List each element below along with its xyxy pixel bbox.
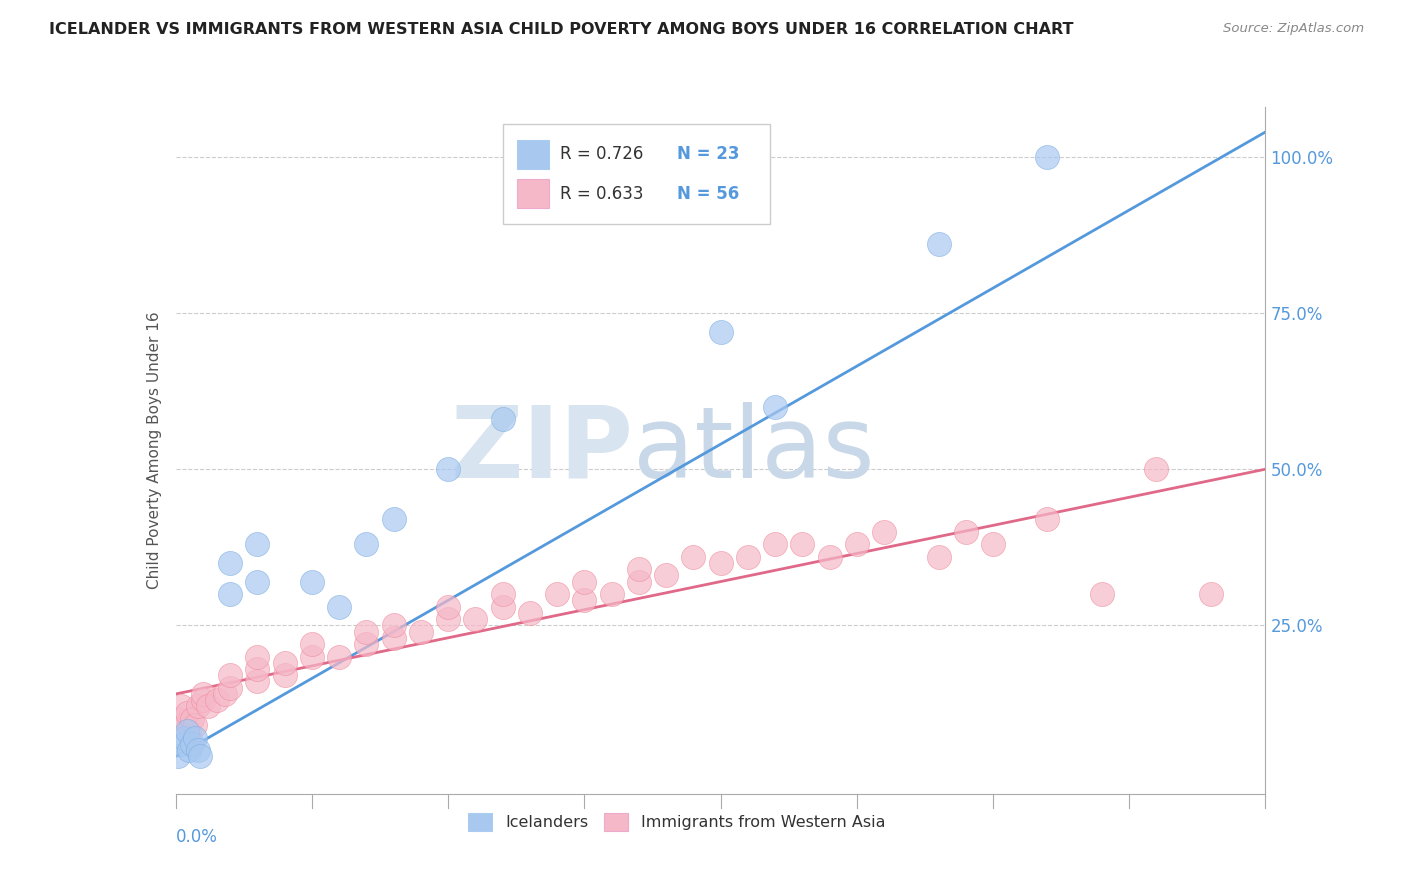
Point [167,712,190,726]
Point [188,749,211,764]
Point [955,524,977,539]
Point [627,574,650,589]
Text: atlas: atlas [633,402,875,499]
Text: ZIP: ZIP [450,402,633,499]
Point [173,731,195,745]
Point [246,649,269,664]
Point [191,687,214,701]
Point [655,568,678,582]
Point [170,699,193,714]
Point [176,724,198,739]
Point [792,537,814,551]
Point [1199,587,1222,601]
Point [627,562,650,576]
Point [191,693,214,707]
Point [301,637,323,651]
Point [246,537,269,551]
Point [179,743,201,757]
Point [382,631,405,645]
Point [437,612,460,626]
Point [382,618,405,632]
Point [246,674,269,689]
Point [546,587,568,601]
Point [845,537,868,551]
Point [356,624,378,639]
Text: R = 0.633: R = 0.633 [561,185,644,202]
Point [492,599,515,614]
Point [574,593,596,607]
Point [763,400,786,414]
Point [219,556,242,570]
Point [818,549,841,564]
Point [246,662,269,676]
Point [186,743,209,757]
FancyBboxPatch shape [517,140,550,169]
Point [437,599,460,614]
Point [219,681,242,695]
Point [600,587,623,601]
Point [574,574,596,589]
Point [301,649,323,664]
Point [170,737,193,751]
Point [1036,150,1059,164]
Point [356,537,378,551]
Point [710,556,733,570]
Point [197,699,219,714]
Point [928,549,950,564]
Point [763,537,786,551]
Point [981,537,1004,551]
Point [186,699,209,714]
Point [274,668,297,682]
Point [1144,462,1167,476]
Point [492,412,515,426]
Point [409,624,432,639]
Point [873,524,896,539]
Point [184,718,207,732]
Point [1036,512,1059,526]
Point [464,612,486,626]
Point [167,749,190,764]
Point [682,549,704,564]
Point [179,724,201,739]
Point [492,587,515,601]
Text: ICELANDER VS IMMIGRANTS FROM WESTERN ASIA CHILD POVERTY AMONG BOYS UNDER 16 CORR: ICELANDER VS IMMIGRANTS FROM WESTERN ASI… [49,22,1074,37]
Point [219,668,242,682]
Point [214,687,236,701]
Point [519,606,541,620]
Point [328,649,350,664]
Y-axis label: Child Poverty Among Boys Under 16: Child Poverty Among Boys Under 16 [146,311,162,590]
FancyBboxPatch shape [517,179,550,208]
Point [356,637,378,651]
Point [246,574,269,589]
Point [928,237,950,252]
Text: N = 23: N = 23 [678,145,740,163]
Legend: Icelanders, Immigrants from Western Asia: Icelanders, Immigrants from Western Asia [463,806,891,838]
Point [328,599,350,614]
Text: R = 0.726: R = 0.726 [561,145,644,163]
Text: N = 56: N = 56 [678,185,740,202]
Point [184,731,207,745]
Point [205,693,228,707]
Text: Source: ZipAtlas.com: Source: ZipAtlas.com [1223,22,1364,36]
Point [1091,587,1114,601]
Point [173,718,195,732]
Point [176,706,198,720]
Point [382,512,405,526]
Point [274,656,297,670]
Text: 0.0%: 0.0% [176,828,218,847]
Point [219,587,242,601]
Point [301,574,323,589]
Point [710,325,733,339]
Point [737,549,759,564]
Point [181,737,204,751]
FancyBboxPatch shape [503,124,769,224]
Point [181,712,204,726]
Point [437,462,460,476]
